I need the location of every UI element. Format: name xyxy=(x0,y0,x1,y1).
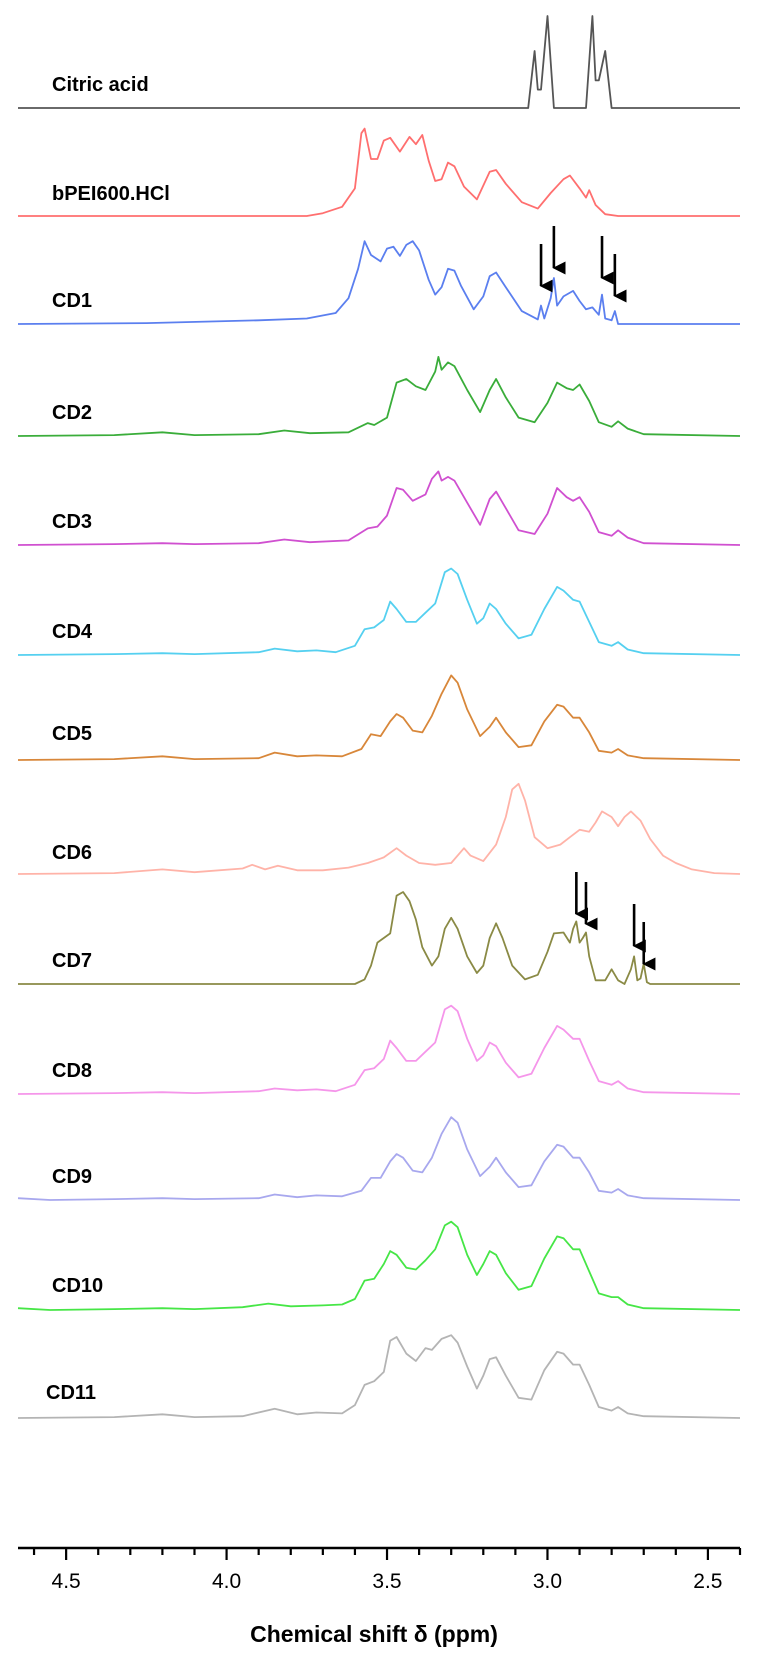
tick-label: 4.0 xyxy=(212,1570,241,1593)
label-cd8: CD8 xyxy=(52,1060,92,1082)
trace-cd1 xyxy=(17,240,740,325)
spectra-traces xyxy=(17,15,741,1419)
trace-cd3 xyxy=(17,470,741,546)
label-cd10: CD10 xyxy=(52,1275,103,1297)
trace-cd11 xyxy=(17,1334,741,1419)
trace-cd8 xyxy=(17,1004,741,1095)
trace-bpei600-hcl xyxy=(18,127,740,217)
peak-arrows xyxy=(539,226,656,971)
label-cd1: CD1 xyxy=(52,290,92,312)
tick-label: 3.0 xyxy=(533,1570,562,1593)
x-axis: 4.5 4.0 3.5 3.0 2.5 xyxy=(18,1546,742,1593)
label-bpei600-hcl: bPEI600.HCl xyxy=(52,183,170,205)
label-cd11: CD11 xyxy=(46,1382,96,1404)
trace-cd2 xyxy=(17,356,741,437)
trace-citric-acid xyxy=(18,15,740,109)
tick-label: 2.5 xyxy=(693,1570,722,1593)
label-cd4: CD4 xyxy=(52,621,93,643)
label-cd3: CD3 xyxy=(52,511,92,533)
label-cd2: CD2 xyxy=(52,402,92,424)
trace-cd6 xyxy=(17,782,741,875)
trace-cd7 xyxy=(18,891,740,985)
label-cd7: CD7 xyxy=(52,950,92,972)
label-cd5: CD5 xyxy=(52,723,92,745)
x-axis-title: Chemical shift δ (ppm) xyxy=(250,1621,498,1647)
x-axis-ticks: 4.5 4.0 3.5 3.0 2.5 xyxy=(32,1548,742,1593)
tick-label: 4.5 xyxy=(52,1570,81,1593)
trace-cd9 xyxy=(17,1116,741,1201)
trace-cd10 xyxy=(17,1220,741,1311)
label-cd6: CD6 xyxy=(52,842,92,864)
label-cd9: CD9 xyxy=(52,1166,92,1188)
trace-cd4 xyxy=(17,567,741,656)
trace-cd5 xyxy=(17,674,741,761)
spectra-labels: Citric acid bPEI600.HCl CD1 CD2 CD3 CD4 CD5 CD6… xyxy=(46,74,170,1404)
tick-label: 3.5 xyxy=(372,1570,401,1593)
label-citric-acid: Citric acid xyxy=(52,74,149,96)
